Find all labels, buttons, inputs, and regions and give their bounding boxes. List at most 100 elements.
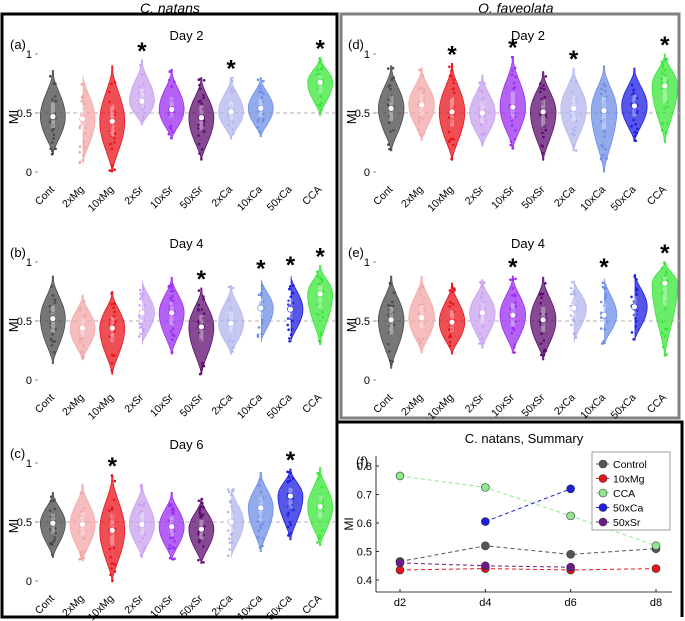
violin-point: [51, 149, 54, 153]
violin-point: [574, 336, 578, 339]
violin-point: [661, 72, 664, 75]
violin-point: [141, 108, 144, 112]
violin-point: [139, 326, 142, 329]
violin-point: [260, 314, 263, 318]
violin-point: [569, 287, 573, 290]
series-point: [395, 565, 405, 575]
violin-point: [258, 500, 262, 504]
violin-point: [391, 300, 394, 304]
violin-point: [170, 289, 173, 293]
x-tick-label: 2xCa: [552, 392, 578, 418]
violin-point: [571, 301, 574, 305]
violin-point: [447, 130, 451, 134]
legend-marker: [598, 474, 608, 483]
violin-point: [392, 76, 396, 79]
violin-point: [570, 114, 573, 117]
violin-point: [142, 83, 145, 86]
significance-marker: *: [197, 266, 207, 293]
violin-point: [53, 539, 56, 542]
violin-point: [259, 300, 263, 304]
violin-point: [227, 529, 230, 532]
x-tick-label: 2xMg: [60, 184, 87, 211]
violin-point: [574, 79, 578, 83]
violin-point: [168, 78, 171, 82]
violin-point: [448, 344, 452, 348]
panel-title: Day 2: [511, 28, 545, 43]
violin-point: [51, 141, 54, 144]
violin-point: [572, 292, 576, 296]
violin-point: [540, 332, 543, 335]
violin-point: [390, 362, 393, 366]
violin-body: [158, 68, 185, 140]
violin-point: [202, 561, 205, 564]
violin-point: [287, 511, 290, 515]
violin-point: [80, 121, 84, 125]
violin-point: [54, 328, 57, 331]
right-group-title: O. faveolata: [478, 0, 554, 16]
series-point: [395, 471, 405, 481]
violin-median: [108, 526, 116, 534]
x-tick-label: Cont: [371, 184, 395, 208]
violin-point: [544, 75, 548, 78]
x-tick-label: 2xSr: [463, 183, 487, 207]
violin-point: [318, 61, 321, 64]
violin-point: [200, 102, 203, 105]
violin-point: [633, 275, 637, 279]
y-tick-label: 1: [26, 257, 32, 269]
violin-point: [139, 316, 142, 320]
panel-label: (f): [356, 454, 368, 469]
violin-point: [605, 157, 608, 160]
violin-point: [388, 147, 391, 151]
violin-point: [261, 544, 264, 548]
violin-point: [227, 123, 231, 127]
violin-point: [197, 303, 201, 307]
violin-point: [539, 90, 542, 94]
violin-point: [661, 66, 665, 69]
violin-point: [422, 87, 426, 91]
violin-point: [110, 302, 114, 306]
violin-point: [544, 349, 548, 352]
violin-point: [291, 291, 295, 295]
violin-point: [83, 550, 87, 553]
violin-point: [418, 116, 421, 119]
violin-point: [421, 337, 425, 341]
violin-point: [320, 302, 323, 306]
violin-point: [509, 143, 513, 147]
violin-point: [316, 274, 319, 278]
violin-point: [260, 332, 264, 336]
violin-median: [316, 503, 324, 510]
violin-point: [319, 95, 323, 98]
violin-point: [481, 140, 484, 144]
panel-label: (b): [10, 245, 26, 260]
x-tick-label: d8: [650, 597, 662, 609]
violin-point: [81, 514, 84, 517]
x-tick-label: 2xMg: [60, 593, 87, 620]
violin-point: [262, 92, 265, 96]
violin-point: [603, 84, 607, 88]
violin-point: [169, 535, 172, 539]
violin-point: [142, 330, 145, 333]
violin-point: [601, 285, 605, 289]
violin-point: [478, 107, 481, 111]
y-axis-label: MI: [344, 110, 359, 124]
violin-point: [49, 75, 52, 78]
violin-point: [50, 285, 53, 288]
violin-point: [231, 79, 234, 83]
violin-point: [139, 64, 142, 67]
violin-point: [542, 353, 546, 357]
significance-marker: *: [286, 447, 296, 474]
violin-point: [663, 334, 667, 338]
violin-point: [260, 514, 264, 518]
violin-point: [539, 353, 543, 357]
violin-point: [421, 74, 425, 77]
violin-iqr: [318, 285, 323, 310]
x-tick-label: 50xSr: [519, 183, 547, 211]
violin-median: [661, 279, 669, 287]
violin-point: [168, 113, 172, 117]
violin-point: [53, 301, 57, 304]
violin-point: [197, 142, 201, 146]
violin-point: [228, 338, 231, 341]
violin-point: [113, 136, 116, 140]
violin-point: [260, 512, 263, 516]
violin-point: [290, 503, 294, 507]
